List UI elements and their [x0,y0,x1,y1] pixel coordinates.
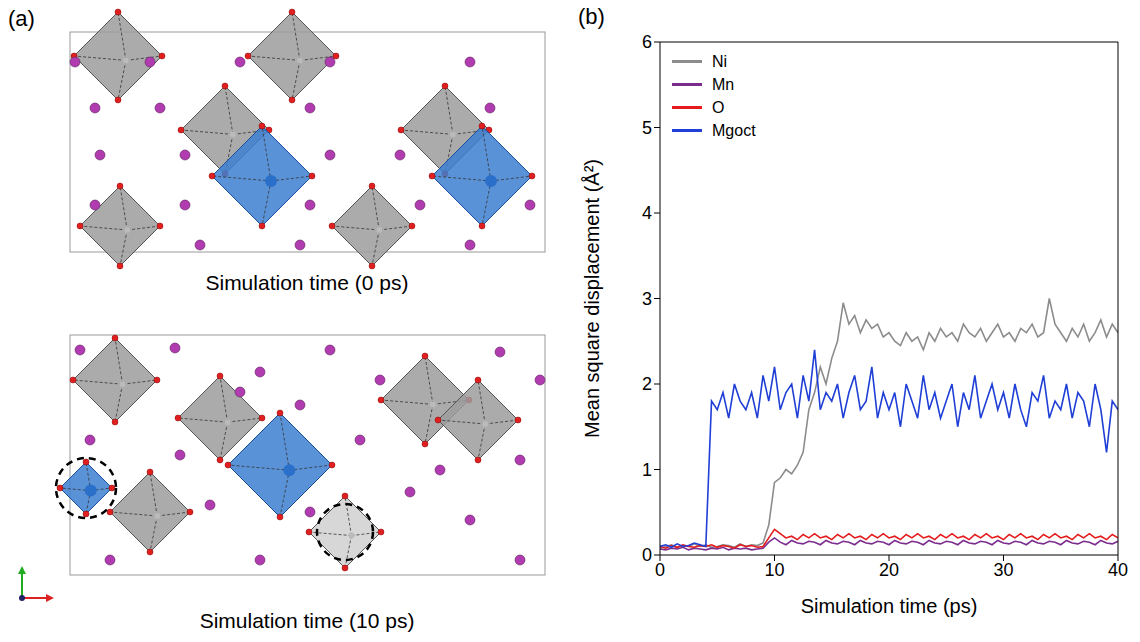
html-text:(b): (b) [578,4,605,29]
svg-text:Mean square displacement (Å²): Mean square displacement (Å²) [581,159,603,438]
svg-text:0: 0 [642,545,652,565]
svg-text:20: 20 [879,560,899,580]
svg-text:6: 6 [642,32,652,52]
svg-text:5: 5 [642,118,652,138]
svg-text:4: 4 [642,203,652,223]
svg-text:30: 30 [993,560,1013,580]
html-text:Ni: Ni [712,52,728,70]
svg-text:40: 40 [1108,560,1128,580]
html-text:Mn: Mn [712,75,735,93]
svg-text:1: 1 [642,460,652,480]
svg-text:3: 3 [642,289,652,309]
svg-text:(a): (a) [8,6,35,31]
svg-text:10: 10 [764,560,784,580]
html-text:O: O [712,98,725,116]
html-text:Mgoct: Mgoct [712,121,756,139]
svg-text:Simulation time (0 ps): Simulation time (0 ps) [205,271,408,294]
svg-text:Simulation time (ps): Simulation time (ps) [801,595,978,617]
svg-text:Simulation time (10 ps): Simulation time (10 ps) [200,609,415,632]
svg-text:2: 2 [642,374,652,394]
svg-text:0: 0 [655,560,665,580]
